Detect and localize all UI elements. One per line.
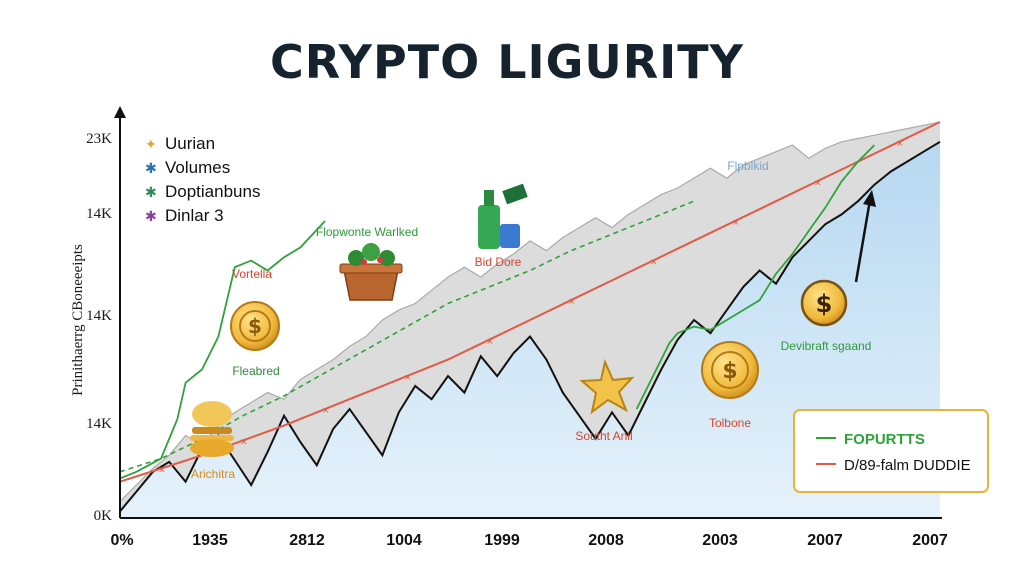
svg-text:$: $ [248, 314, 262, 338]
legend-box-item-0: FOPURTTS [844, 431, 925, 448]
x-tick-label: 1004 [386, 532, 422, 549]
annotation-vortella: Vortella [232, 267, 272, 281]
grey-band-layer [120, 122, 940, 512]
plant-icon [339, 243, 403, 301]
x-tick-label: 2812 [289, 532, 325, 549]
annotation-tolbone: Tolbone [709, 416, 751, 430]
blue-area [120, 141, 940, 519]
y-axis-arrow-icon [114, 106, 126, 118]
coin-icon: $ [800, 279, 848, 327]
figure-icon: ✱ [145, 185, 157, 201]
annotation-flpblkid: Flpblkid [727, 159, 768, 173]
x-tick-label: 2008 [588, 532, 624, 549]
series-legend-box: FOPURTTS D/89-falm DUDDIE [793, 409, 989, 493]
trend-arrow [854, 199, 872, 283]
series-line-black [119, 140, 941, 513]
red-marker: × [732, 218, 740, 228]
series-line-grey [119, 121, 941, 502]
y-tick-label: 0K [94, 508, 113, 524]
annotation-fleabred: Fleabred [232, 364, 279, 378]
red-marker: × [650, 258, 658, 268]
y-tick-label: 14K [86, 416, 112, 432]
annotation-flopwonte: Flopwonte Warlked [316, 225, 418, 239]
red-marker: × [404, 373, 412, 383]
star-icon: ✦ [145, 137, 157, 153]
grey-band [120, 122, 940, 512]
red-marker: × [896, 139, 904, 149]
series-line-red [119, 121, 941, 483]
x-tick-label: 1935 [192, 532, 228, 549]
red-marker: × [322, 406, 330, 416]
red-marker: × [814, 178, 822, 188]
bottle-icon [478, 183, 528, 249]
lines-layer: × × × × × × × × × × [119, 121, 941, 513]
x-tick-label: 2003 [702, 532, 738, 549]
series-line-green-dashed [119, 200, 695, 473]
coin-icon: $ [230, 301, 280, 351]
y-ticks: 23K 14K 14K 14K 0K [86, 131, 112, 524]
star-icon [579, 358, 635, 415]
x-tick-label: 0% [110, 532, 133, 549]
legend-item-2: Doptianbuns [165, 182, 260, 201]
red-marker: × [158, 466, 166, 476]
legend-box-item-1: D/89-falm DUDDIE [844, 457, 971, 474]
burger-icon [190, 401, 234, 457]
y-axis-label: Prinithaerrg CBoneeeipts [70, 244, 86, 396]
figure-icon: ✱ [145, 209, 157, 225]
x-tick-label: 1999 [484, 532, 520, 549]
svg-text:$: $ [816, 290, 833, 318]
blue-area-layer [120, 141, 940, 519]
y-tick-label: 23K [86, 131, 112, 147]
coin-icon: $ [701, 341, 759, 399]
red-marker: × [240, 437, 248, 447]
legend-item-1: Volumes [165, 158, 230, 177]
y-tick-label: 14K [86, 308, 112, 324]
annotation-southt-anil: Southt Anil [575, 429, 632, 443]
red-marker: × [486, 337, 494, 347]
svg-text:$: $ [722, 359, 737, 384]
arrow-head-icon [863, 190, 876, 207]
x-ticks: 0% 1935 2812 1004 1999 2008 2003 2007 2007 [110, 532, 947, 549]
series-line-green-solid-0 [119, 220, 326, 480]
annotation-arichitra: Arichitra [191, 467, 235, 481]
y-tick-label: 14K [86, 206, 112, 222]
figure-icon: ✱ [145, 161, 157, 177]
x-tick-label: 2007 [807, 532, 843, 549]
legend-item-0: Uurian [165, 134, 215, 153]
annotation-bid-dore: Bid Dore [475, 255, 522, 269]
annotation-devibraft: Devibraft sgaand [781, 339, 872, 353]
legend-item-3: Dinlar 3 [165, 206, 224, 225]
x-tick-label: 2007 [912, 532, 948, 549]
red-marker: × [568, 297, 576, 307]
series-line-green-solid-1 [635, 144, 876, 410]
chart-title: CRYPTO LIGURITY [270, 35, 744, 89]
legend: ✦ Uurian ✱ Volumes ✱ Doptianbuns ✱ Dinla… [145, 134, 260, 225]
